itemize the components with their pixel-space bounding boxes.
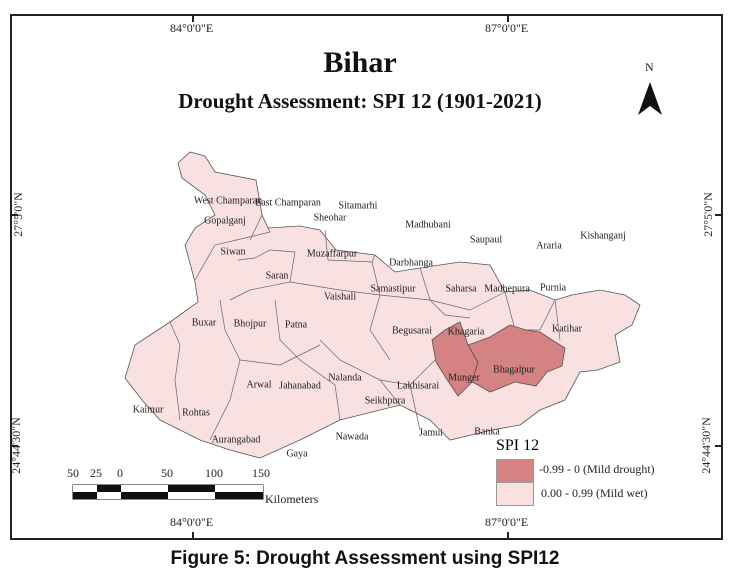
district-label: Darbhanga bbox=[389, 257, 433, 269]
district-label: Madhubani bbox=[405, 219, 451, 231]
district-label: Lakhisarai bbox=[396, 380, 440, 392]
district-label: Purnia bbox=[539, 282, 567, 294]
district-label: Sitamarhi bbox=[338, 200, 378, 212]
figure-caption: Figure 5: Drought Assessment using SPI12 bbox=[170, 548, 560, 569]
district-label: Kaimur bbox=[132, 404, 164, 416]
district-label: Patna bbox=[284, 319, 308, 331]
district-label: Saharsa bbox=[445, 283, 477, 295]
district-label: Saupaul bbox=[469, 234, 503, 246]
district-label: Nalanda bbox=[328, 372, 362, 384]
legend-title: SPI 12 bbox=[496, 437, 540, 454]
district-label: Seikhpura bbox=[364, 395, 406, 407]
legend-swatch-mild-wet bbox=[496, 482, 534, 506]
scale-tick: 0 bbox=[117, 466, 123, 480]
district-label: Muzaffarpur bbox=[306, 248, 358, 260]
north-label: N bbox=[645, 60, 654, 74]
district-label: Kishanganj bbox=[580, 230, 626, 242]
legend-label: 0.00 - 0.99 (Mild wet) bbox=[541, 486, 648, 500]
district-label: Jahanabad bbox=[279, 380, 321, 392]
district-label: Madhepura bbox=[484, 283, 530, 295]
scale-tick: 25 bbox=[90, 466, 102, 480]
district-label: Bhagalpur bbox=[493, 364, 535, 376]
district-label: Saran bbox=[265, 270, 289, 282]
lat-label-right: 24°44'30"N bbox=[698, 417, 713, 474]
district-label: West Champaran bbox=[193, 195, 263, 207]
lon-label-top: 84°0'0"E bbox=[170, 21, 214, 35]
district-bhagalpur bbox=[467, 324, 566, 393]
district-label: Sheohar bbox=[313, 212, 347, 224]
lon-label-top: 87°0'0"E bbox=[485, 21, 529, 35]
district-label: Gaya bbox=[286, 448, 308, 460]
lon-label-bottom: 87°0'0"E bbox=[485, 515, 529, 529]
scale-tick: 100 bbox=[205, 466, 223, 480]
district-label: Bhojpur bbox=[233, 318, 267, 330]
district-label: Rohtas bbox=[182, 407, 210, 419]
district-label: Siwan bbox=[220, 246, 246, 258]
district-label: Begusarai bbox=[392, 325, 432, 337]
legend-label: -0.99 - 0 (Mild drought) bbox=[539, 462, 655, 476]
scale-tick: 50 bbox=[161, 466, 173, 480]
scale-bar bbox=[72, 484, 264, 500]
district-label: Aurangabad bbox=[211, 434, 261, 446]
district-label: Vaishali bbox=[323, 291, 357, 303]
north-arrow-icon bbox=[638, 82, 662, 115]
legend-swatch-mild-drought bbox=[496, 459, 534, 483]
lat-label-left: 24°44'30"N bbox=[8, 417, 23, 474]
district-label: Buxar bbox=[191, 317, 217, 329]
scale-unit: Kilometers bbox=[265, 492, 319, 506]
scale-tick: 150 bbox=[252, 466, 270, 480]
lon-label-bottom: 84°0'0"E bbox=[170, 515, 214, 529]
district-label: Jamui bbox=[419, 427, 443, 439]
district-label: Katihar bbox=[552, 323, 582, 335]
map-title: Bihar bbox=[323, 46, 397, 79]
district-label: East Champaran bbox=[255, 197, 321, 209]
scale-tick: 50 bbox=[67, 466, 79, 480]
district-label: Nawada bbox=[335, 431, 369, 443]
district-label: Samastipur bbox=[370, 283, 416, 295]
district-label: Arwal bbox=[246, 379, 272, 391]
district-label: Banka bbox=[474, 426, 500, 438]
lat-label-right: 27°5'0"N bbox=[700, 192, 715, 237]
lat-label-left: 27°5'0"N bbox=[10, 192, 25, 237]
district-label: Munger bbox=[448, 372, 480, 384]
district-boundaries bbox=[169, 214, 561, 441]
district-label: Khagaria bbox=[447, 326, 485, 338]
district-label: Araria bbox=[536, 240, 562, 252]
district-label: Gopalganj bbox=[204, 215, 246, 227]
map-subtitle: Drought Assessment: SPI 12 (1901-2021) bbox=[178, 89, 542, 113]
map-frame bbox=[10, 14, 723, 540]
